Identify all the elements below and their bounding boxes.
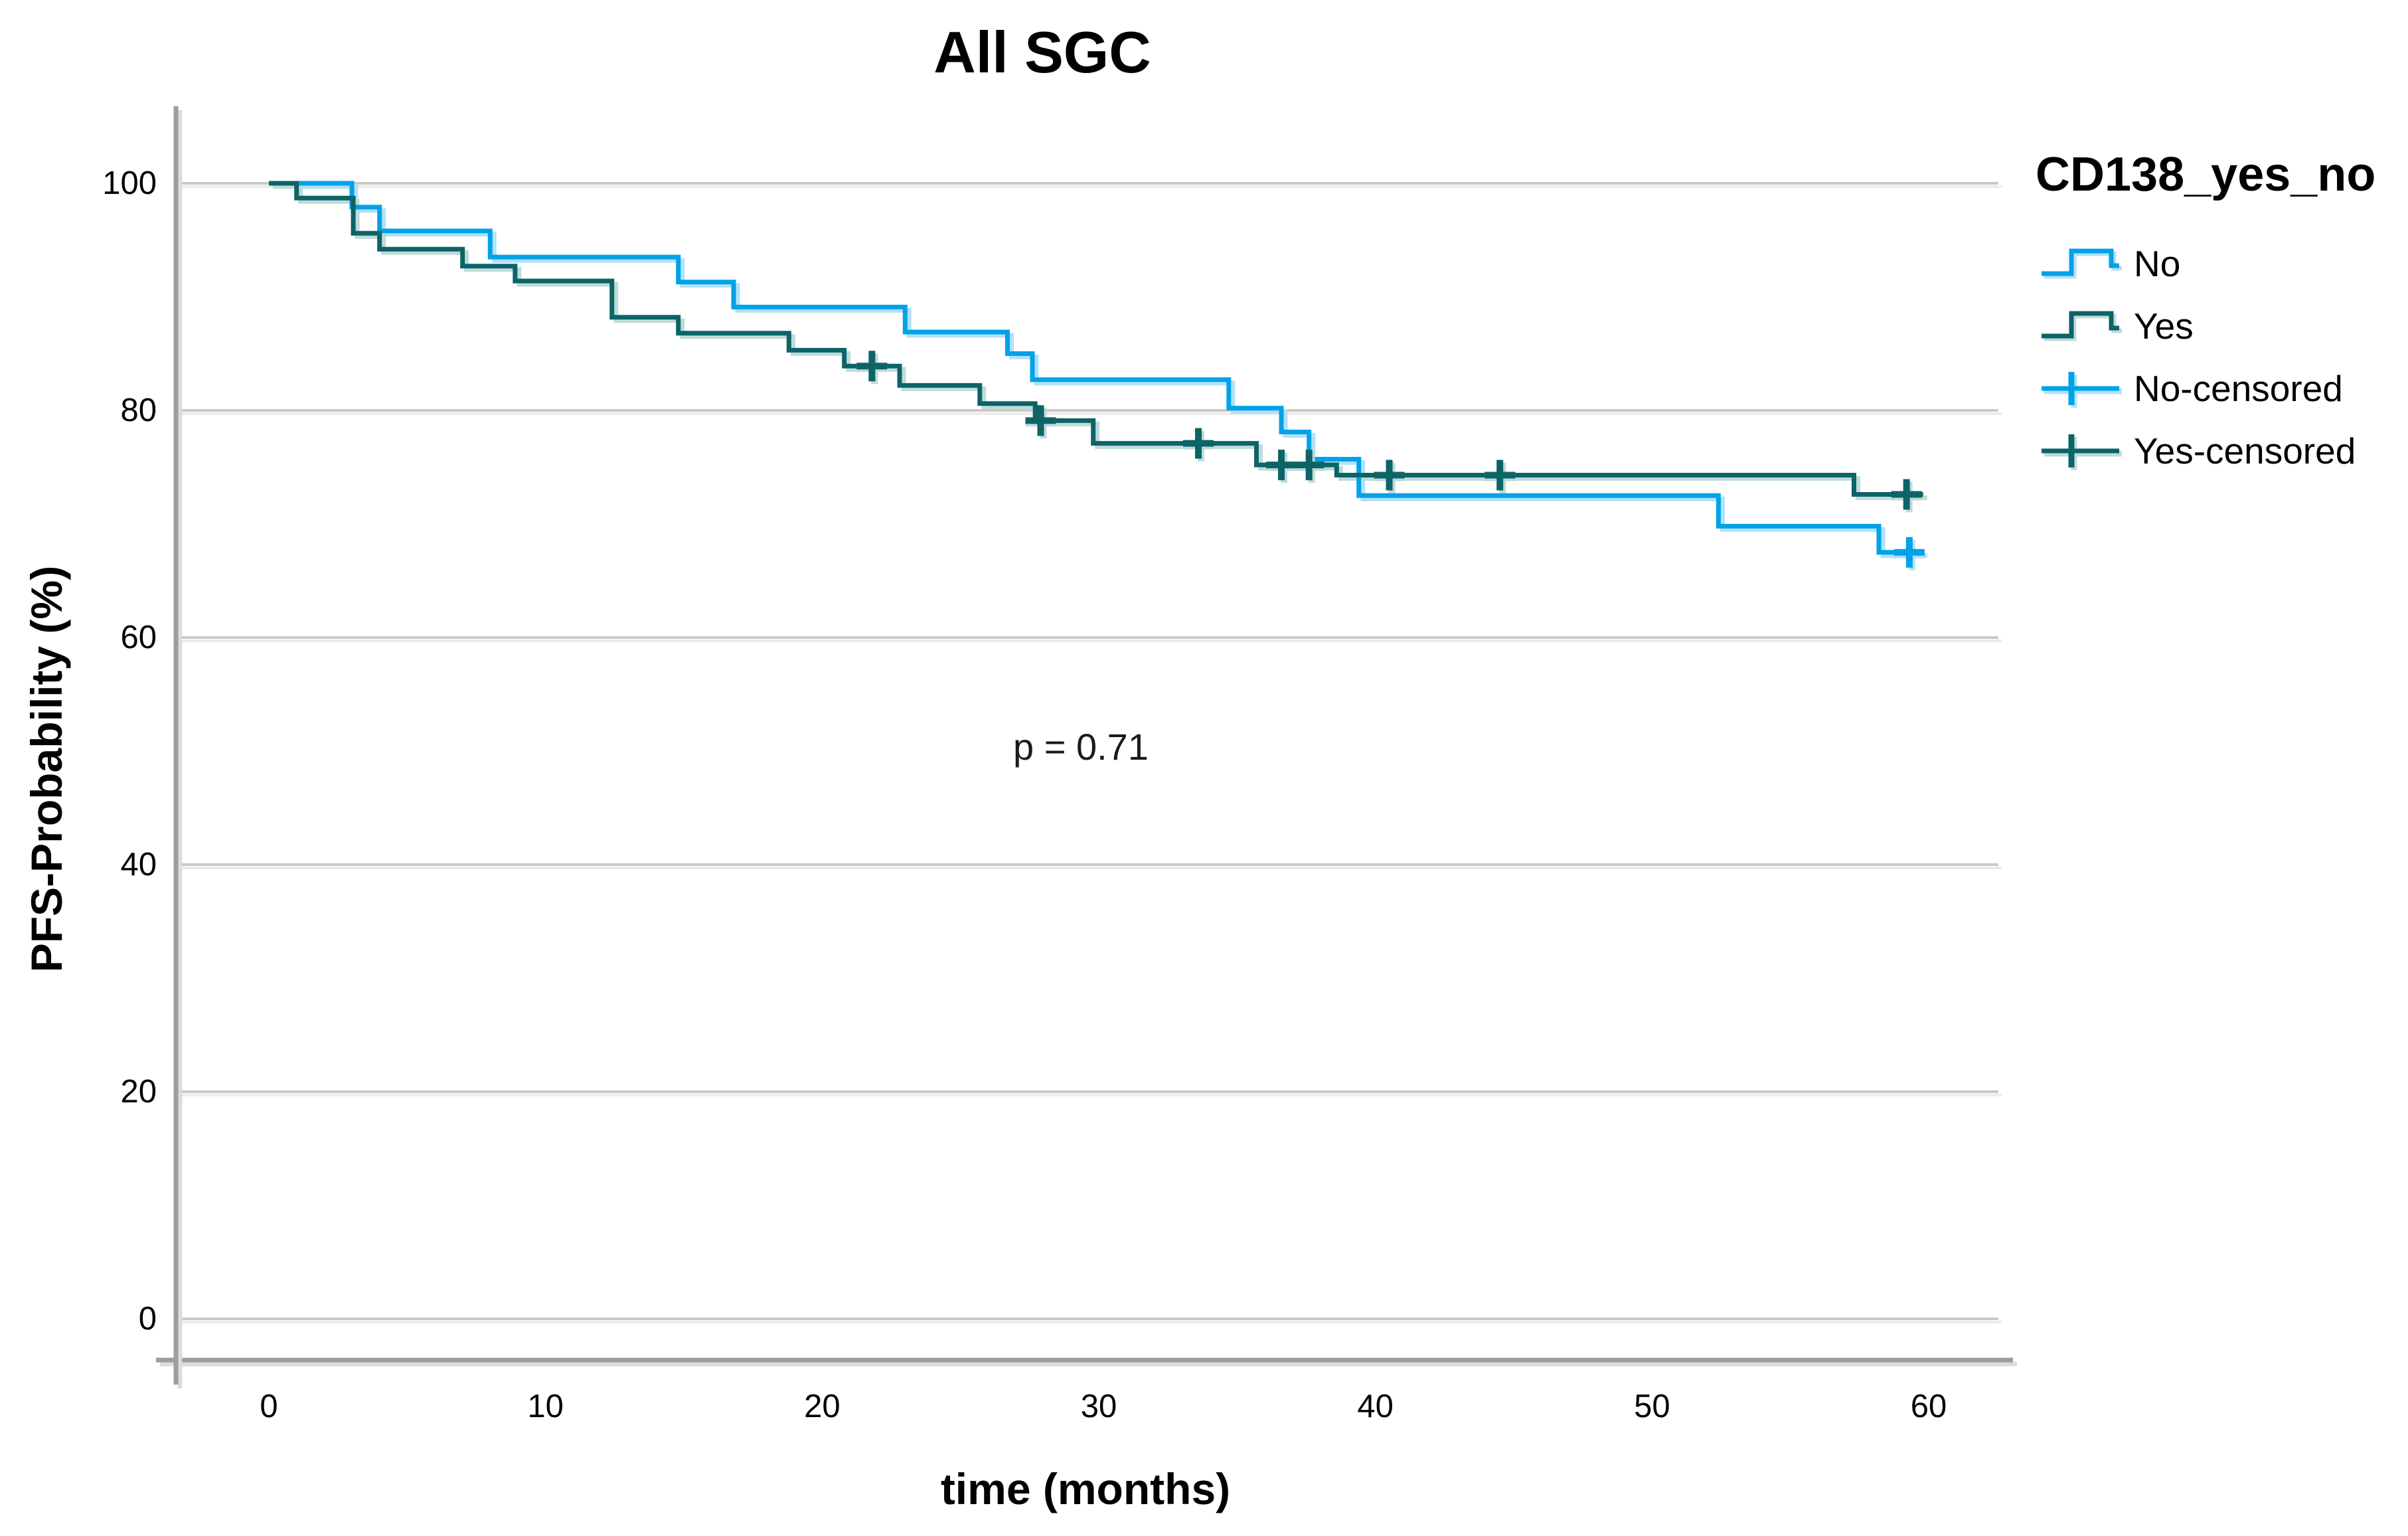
legend-label-no: No (2134, 243, 2181, 284)
curve-halo-yes (273, 184, 1927, 500)
legend-item-yes: Yes (2040, 295, 2356, 357)
survival-curve-yes (269, 181, 1923, 497)
y-tick-label-80: 80 (120, 392, 157, 428)
x-axis-label: time (months) (940, 1464, 1231, 1513)
x-tick-label-40: 40 (1357, 1389, 1394, 1424)
legend-label-yes-censored: Yes-censored (2134, 430, 2356, 471)
censor-mark-yes (1025, 405, 1056, 436)
legend-censor-cross-icon (2042, 434, 2122, 470)
legend-step-line-icon (2042, 311, 2122, 341)
legend-item-no: No (2040, 232, 2356, 295)
legend-glyph-stroke (2042, 248, 2119, 276)
legend-title: CD138_yes_no (2036, 148, 2376, 201)
y-tick-label-60: 60 (120, 620, 157, 655)
censor-mark-no (1893, 537, 1925, 568)
censor-mark-yes (1183, 428, 1214, 459)
legend: No Yes No-censored Yes-censored (2040, 232, 2356, 482)
x-tick-label-10: 10 (527, 1389, 564, 1424)
legend-step-line-icon (2042, 248, 2122, 279)
p-value-annotation: p = 0.71 (1013, 726, 1149, 768)
legend-label-no-censored: No-censored (2134, 368, 2343, 409)
chart-title: All SGC (933, 19, 1151, 85)
censor-mark-yes (1485, 460, 1516, 491)
legend-item-yes-censored: Yes-censored (2040, 420, 2356, 482)
legend-label-yes: Yes (2134, 305, 2194, 347)
legend-censor-cross-icon (2042, 372, 2122, 408)
censor-mark-yes (856, 351, 888, 382)
x-tick-label-30: 30 (1080, 1389, 1117, 1424)
legend-glyph-stroke (2044, 375, 2122, 408)
x-tick-label-60: 60 (1910, 1389, 1947, 1424)
x-tick-label-20: 20 (804, 1389, 841, 1424)
censor-mark-yes (1891, 479, 1922, 510)
curve-halo-no (273, 184, 1927, 558)
legend-item-no-censored: No-censored (2040, 357, 2356, 420)
y-tick-label-40: 40 (120, 847, 157, 883)
y-tick-label-20: 20 (120, 1074, 157, 1110)
legend-glyph-stroke (2044, 437, 2122, 470)
x-tick-label-0: 0 (260, 1389, 278, 1424)
legend-glyph-stroke (2042, 311, 2119, 339)
legend-glyph-stroke (2044, 313, 2122, 341)
survival-curve-no (269, 181, 1923, 555)
censor-mark-yes (1293, 450, 1324, 481)
y-tick-label-0: 0 (138, 1301, 157, 1337)
censor-mark-yes (1374, 460, 1405, 491)
x-tick-label-50: 50 (1634, 1389, 1670, 1424)
y-tick-label-100: 100 (102, 165, 157, 201)
censor-mark-yes (1266, 450, 1297, 481)
legend-glyph-stroke (2044, 251, 2122, 279)
